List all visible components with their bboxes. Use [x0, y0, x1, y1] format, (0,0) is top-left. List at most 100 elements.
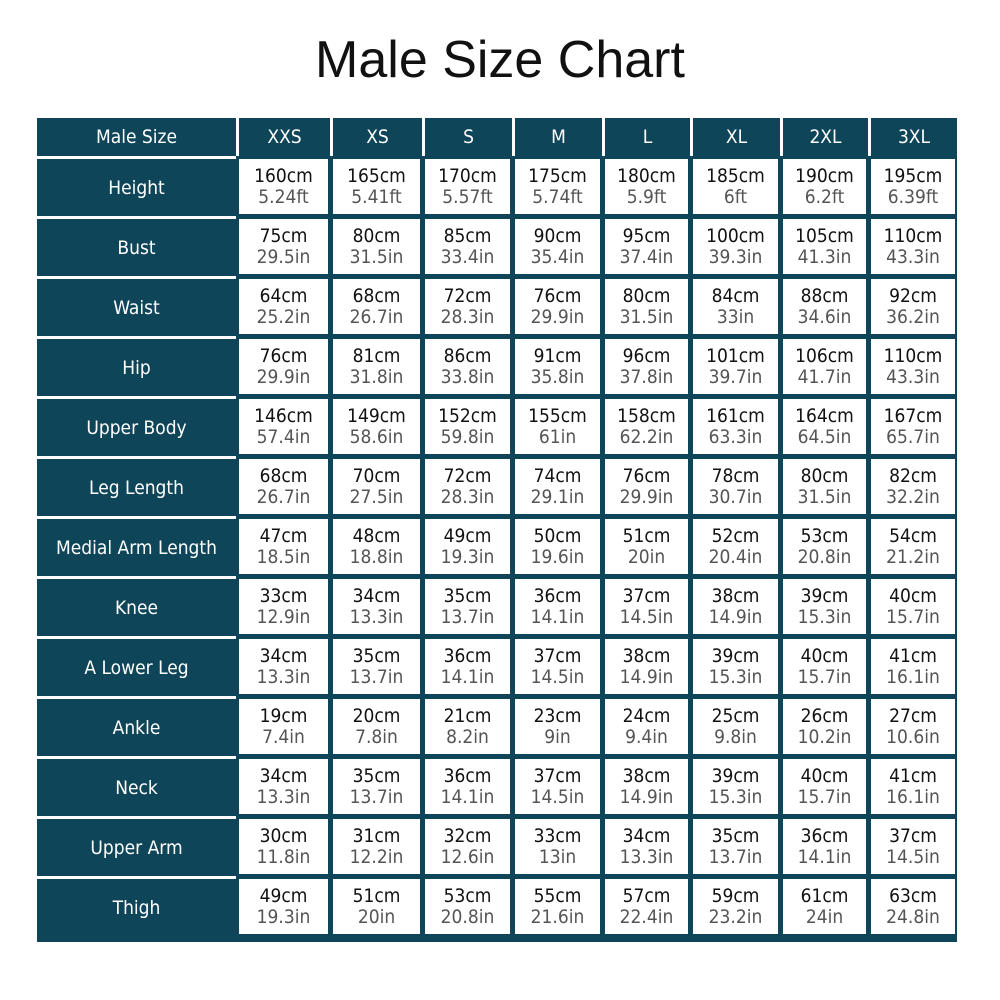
imperial-value: 35.4in [530, 245, 585, 268]
imperial-value: 30.7in [708, 485, 763, 508]
imperial-value: 28.3in [440, 485, 495, 508]
imperial-value: 14.9in [619, 665, 674, 688]
metric-value: 81cm [352, 344, 401, 367]
metric-value: 40cm [800, 644, 849, 667]
imperial-value: 63.3in [708, 425, 763, 448]
metric-value: 40cm [889, 584, 937, 607]
header-cell: Male Size [95, 126, 178, 148]
data-cell: 152cm 59.8in [425, 399, 510, 454]
metric-value: 54cm [889, 524, 937, 547]
imperial-value: 61in [538, 425, 577, 448]
imperial-value: 29.1in [530, 485, 585, 508]
data-cell: 38cm 14.9in [605, 759, 688, 814]
metric-value: 36cm [800, 824, 849, 847]
metric-value: 76cm [622, 464, 671, 487]
metric-value: 52cm [711, 524, 760, 547]
metric-value: 59cm [711, 884, 760, 907]
header-cell: XXS [236, 118, 330, 156]
data-cell: 61cm 24in [783, 879, 866, 934]
imperial-value: 5.24ft [258, 185, 309, 208]
metric-value: 51cm [352, 884, 401, 907]
imperial-value: 14.1in [797, 845, 852, 868]
imperial-value: 7.4in [262, 725, 305, 748]
data-cell: 34cm 13.3in [239, 759, 328, 814]
metric-value: 37cm [622, 584, 671, 607]
imperial-value: 12.6in [440, 845, 495, 868]
imperial-value: 65.7in [886, 425, 940, 448]
data-cell: 110cm 43.3in [871, 219, 955, 274]
metric-value: 35cm [352, 764, 401, 787]
metric-value: 34cm [352, 584, 401, 607]
imperial-value: 15.3in [708, 785, 763, 808]
imperial-value: 15.3in [708, 665, 763, 688]
imperial-value: 37.8in [619, 365, 674, 388]
imperial-value: 22.4in [619, 905, 674, 928]
imperial-value: 31.5in [797, 485, 852, 508]
data-cell: 50cm 19.6in [515, 519, 600, 574]
data-cell: 37cm 14.5in [871, 819, 955, 874]
imperial-value: 5.9ft [626, 185, 667, 208]
imperial-value: 14.5in [530, 665, 585, 688]
imperial-value: 14.5in [886, 845, 940, 868]
metric-value: 78cm [711, 464, 760, 487]
imperial-value: 10.6in [886, 725, 940, 748]
metric-value: 80cm [352, 224, 401, 247]
metric-value: 195cm [883, 164, 943, 187]
metric-value: 35cm [352, 644, 401, 667]
metric-value: 39cm [711, 644, 760, 667]
data-cell: 37cm 14.5in [515, 759, 600, 814]
imperial-value: 6.39ft [887, 185, 939, 208]
metric-value: 41cm [889, 764, 937, 787]
imperial-value: 13.3in [619, 845, 674, 868]
data-cell: 47cm 18.5in [239, 519, 328, 574]
data-cell: 48cm 18.8in [333, 519, 420, 574]
imperial-value: 41.3in [797, 245, 852, 268]
imperial-value: 20.4in [708, 545, 763, 568]
imperial-value: 15.7in [797, 785, 852, 808]
data-cell: 36cm 14.1in [515, 579, 600, 634]
imperial-value: 14.5in [619, 605, 674, 628]
data-cell: 81cm 31.8in [333, 339, 420, 394]
metric-value: 70cm [352, 464, 401, 487]
imperial-value: 43.3in [886, 365, 940, 388]
metric-value: 39cm [800, 584, 849, 607]
size-table: Male Size XXS XS S M L XL 2XL 3XL Height 160cm 5.24… [37, 118, 957, 942]
data-cell: 72cm 28.3in [425, 459, 510, 514]
data-cell: 25cm 9.8in [693, 699, 778, 754]
data-cell: 52cm 20.4in [693, 519, 778, 574]
data-cell: 86cm 33.8in [425, 339, 510, 394]
row-label: Upper Body [37, 396, 236, 456]
data-cell: 195cm 6.39ft [871, 159, 955, 214]
metric-value: 110cm [883, 224, 943, 247]
data-cell: 24cm 9.4in [605, 699, 688, 754]
metric-value: 24cm [622, 704, 671, 727]
metric-value: 180cm [617, 164, 676, 187]
metric-value: 72cm [443, 464, 492, 487]
data-cell: 35cm 13.7in [425, 579, 510, 634]
metric-value: 85cm [443, 224, 492, 247]
metric-value: 23cm [533, 704, 582, 727]
row-label: Upper Arm [37, 816, 236, 876]
data-cell: 80cm 31.5in [783, 459, 866, 514]
metric-value: 100cm [706, 224, 765, 247]
imperial-value: 39.3in [708, 245, 763, 268]
imperial-value: 9.4in [625, 725, 668, 748]
imperial-value: 14.9in [708, 605, 763, 628]
metric-value: 55cm [533, 884, 582, 907]
imperial-value: 5.74ft [532, 185, 583, 208]
imperial-value: 32.2in [886, 485, 940, 508]
metric-value: 160cm [254, 164, 313, 187]
metric-value: 38cm [622, 764, 671, 787]
data-cell: 167cm 65.7in [871, 399, 955, 454]
metric-value: 165cm [347, 164, 406, 187]
row-label: Neck [37, 756, 236, 816]
data-cell: 84cm 33in [693, 279, 778, 334]
data-cell: 41cm 16.1in [871, 759, 955, 814]
row-label: Waist [37, 276, 236, 336]
metric-value: 146cm [254, 404, 313, 427]
imperial-value: 41.7in [797, 365, 852, 388]
metric-value: 61cm [800, 884, 849, 907]
imperial-value: 13.7in [440, 605, 495, 628]
data-cell: 190cm 6.2ft [783, 159, 866, 214]
